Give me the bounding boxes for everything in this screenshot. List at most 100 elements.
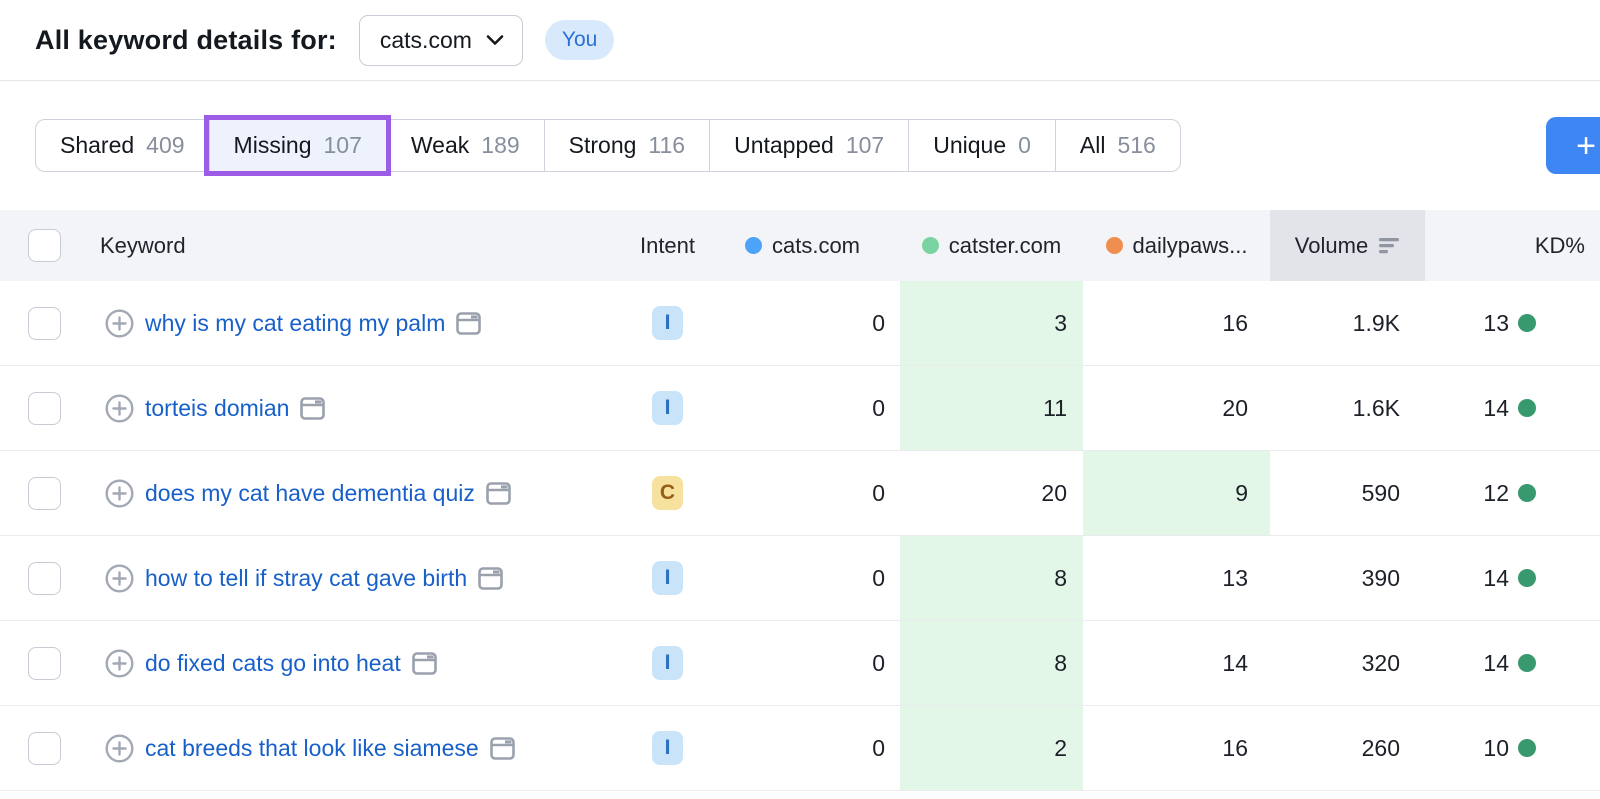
add-to-list-plus-icon[interactable] (105, 308, 134, 338)
serp-features-icon[interactable] (478, 566, 503, 590)
cell-dailypaws-position: 13 (1222, 564, 1248, 591)
tab-count: 107 (845, 132, 885, 158)
add-competitor-button[interactable]: + (1546, 117, 1600, 174)
tab-count: 516 (1117, 132, 1156, 158)
table-row: do fixed cats go into heat I 0 8 14 320 … (0, 621, 1600, 706)
column-header-keyword: Keyword (100, 232, 186, 258)
cell-dailypaws-position: 20 (1222, 394, 1248, 421)
row-checkbox[interactable] (28, 646, 61, 680)
column-header-cats[interactable]: cats.com (705, 210, 900, 281)
tab-count: 0 (1018, 132, 1031, 158)
tab-label: Unique (933, 132, 1007, 158)
intent-badge[interactable]: I (652, 731, 683, 765)
column-header-volume[interactable]: Volume (1270, 210, 1425, 281)
serp-features-icon[interactable] (411, 651, 437, 675)
cats-dot-icon (744, 237, 762, 254)
tab-count: 409 (146, 132, 185, 158)
domain-selector[interactable]: cats.com (358, 14, 523, 66)
intent-badge[interactable]: I (652, 646, 683, 680)
intent-badge[interactable]: I (652, 306, 683, 340)
add-to-list-plus-icon[interactable] (105, 648, 134, 678)
add-to-list-plus-icon[interactable] (105, 733, 134, 763)
tab-label: Weak (410, 132, 470, 158)
cell-cats-position: 0 (872, 649, 885, 676)
table-header-row: Keyword Intent cats.com catster.com dail… (0, 210, 1600, 281)
chevron-down-icon (486, 34, 504, 46)
add-to-list-plus-icon[interactable] (105, 478, 134, 508)
cell-cats-position: 0 (872, 564, 885, 591)
intent-badge[interactable]: I (652, 391, 683, 425)
tab-label: Missing (233, 132, 312, 158)
serp-features-icon[interactable] (456, 311, 482, 335)
table-row: torteis domian I 0 11 20 1.6K 14 (0, 366, 1600, 451)
kd-value: 14 (1483, 394, 1509, 421)
tab-label: All (1079, 132, 1106, 158)
tab-item[interactable]: All 516 (1054, 120, 1180, 171)
keyword-link[interactable]: cat breeds that look like siamese (145, 734, 479, 761)
kd-difficulty-dot-icon (1518, 569, 1536, 587)
tab-count: 116 (648, 132, 686, 158)
cell-volume: 1.6K (1352, 394, 1400, 421)
tab-label: Strong (568, 132, 637, 158)
tab-count: 189 (481, 132, 520, 158)
kd-value: 10 (1483, 734, 1509, 761)
column-header-kd[interactable]: KD% (1534, 232, 1585, 258)
cell-dailypaws-position: 9 (1083, 451, 1270, 535)
serp-features-icon[interactable] (300, 396, 326, 420)
keyword-link[interactable]: how to tell if stray cat gave birth (145, 564, 468, 591)
row-checkbox[interactable] (28, 306, 61, 340)
column-header-catster[interactable]: catster.com (900, 210, 1083, 281)
tab-item[interactable]: Shared 409 (36, 120, 209, 171)
tab-count: 107 (323, 132, 362, 158)
cell-dailypaws-position: 16 (1222, 309, 1248, 336)
kd-difficulty-dot-icon (1518, 654, 1536, 672)
kd-value: 13 (1483, 309, 1509, 336)
keyword-table: Keyword Intent cats.com catster.com dail… (0, 210, 1600, 791)
table-row: why is my cat eating my palm I 0 3 16 1.… (0, 281, 1600, 366)
tabs-row: Shared 409 Missing 107 Weak 189 Strong 1… (0, 117, 1600, 174)
row-checkbox[interactable] (28, 731, 61, 765)
row-checkbox[interactable] (28, 561, 61, 595)
kd-difficulty-dot-icon (1518, 739, 1536, 757)
keyword-link[interactable]: why is my cat eating my palm (145, 309, 446, 336)
cell-catster-position: 2 (900, 706, 1083, 790)
cell-dailypaws-position: 14 (1222, 649, 1248, 676)
tab-item[interactable]: Weak 189 (385, 120, 544, 171)
intent-badge[interactable]: C (652, 476, 683, 510)
keyword-link[interactable]: do fixed cats go into heat (145, 649, 401, 676)
add-to-list-plus-icon[interactable] (105, 393, 134, 423)
serp-features-icon[interactable] (489, 736, 515, 760)
table-row: how to tell if stray cat gave birth I 0 … (0, 536, 1600, 621)
cell-kd: 10 (1425, 706, 1600, 790)
kd-difficulty-dot-icon (1518, 314, 1536, 332)
cell-dailypaws-position: 16 (1222, 734, 1248, 761)
kd-value: 12 (1483, 479, 1509, 506)
keyword-link[interactable]: torteis domian (145, 394, 290, 421)
row-checkbox[interactable] (28, 391, 61, 425)
select-all-checkbox[interactable] (28, 229, 61, 262)
cell-volume: 320 (1361, 649, 1400, 676)
keyword-filter-tabs: Shared 409 Missing 107 Weak 189 Strong 1… (35, 119, 1181, 172)
tab-item[interactable]: Untapped 107 (709, 120, 908, 171)
cell-volume: 590 (1361, 479, 1400, 506)
column-header-dailypaws[interactable]: dailypaws... (1083, 210, 1270, 281)
cell-kd: 14 (1425, 621, 1600, 705)
cell-kd: 14 (1425, 536, 1600, 620)
tab-item[interactable]: Unique 0 (908, 120, 1055, 171)
row-checkbox[interactable] (28, 476, 61, 510)
cell-cats-position: 0 (872, 734, 885, 761)
domain-selector-value: cats.com (379, 26, 472, 53)
serp-features-icon[interactable] (486, 481, 511, 505)
kd-difficulty-dot-icon (1518, 399, 1536, 417)
keyword-link[interactable]: does my cat have dementia quiz (145, 479, 475, 506)
sort-descending-icon (1379, 237, 1400, 254)
tab-item[interactable]: Missing 107 (208, 120, 386, 171)
cell-catster-position: 11 (900, 366, 1083, 450)
table-row: does my cat have dementia quiz C 0 20 9 … (0, 451, 1600, 536)
kd-value: 14 (1483, 649, 1509, 676)
intent-badge[interactable]: I (652, 561, 683, 595)
tab-item[interactable]: Strong 116 (543, 120, 709, 171)
header-bar: All keyword details for: cats.com You (0, 0, 1600, 81)
cell-volume: 1.9K (1352, 309, 1400, 336)
add-to-list-plus-icon[interactable] (105, 563, 134, 593)
